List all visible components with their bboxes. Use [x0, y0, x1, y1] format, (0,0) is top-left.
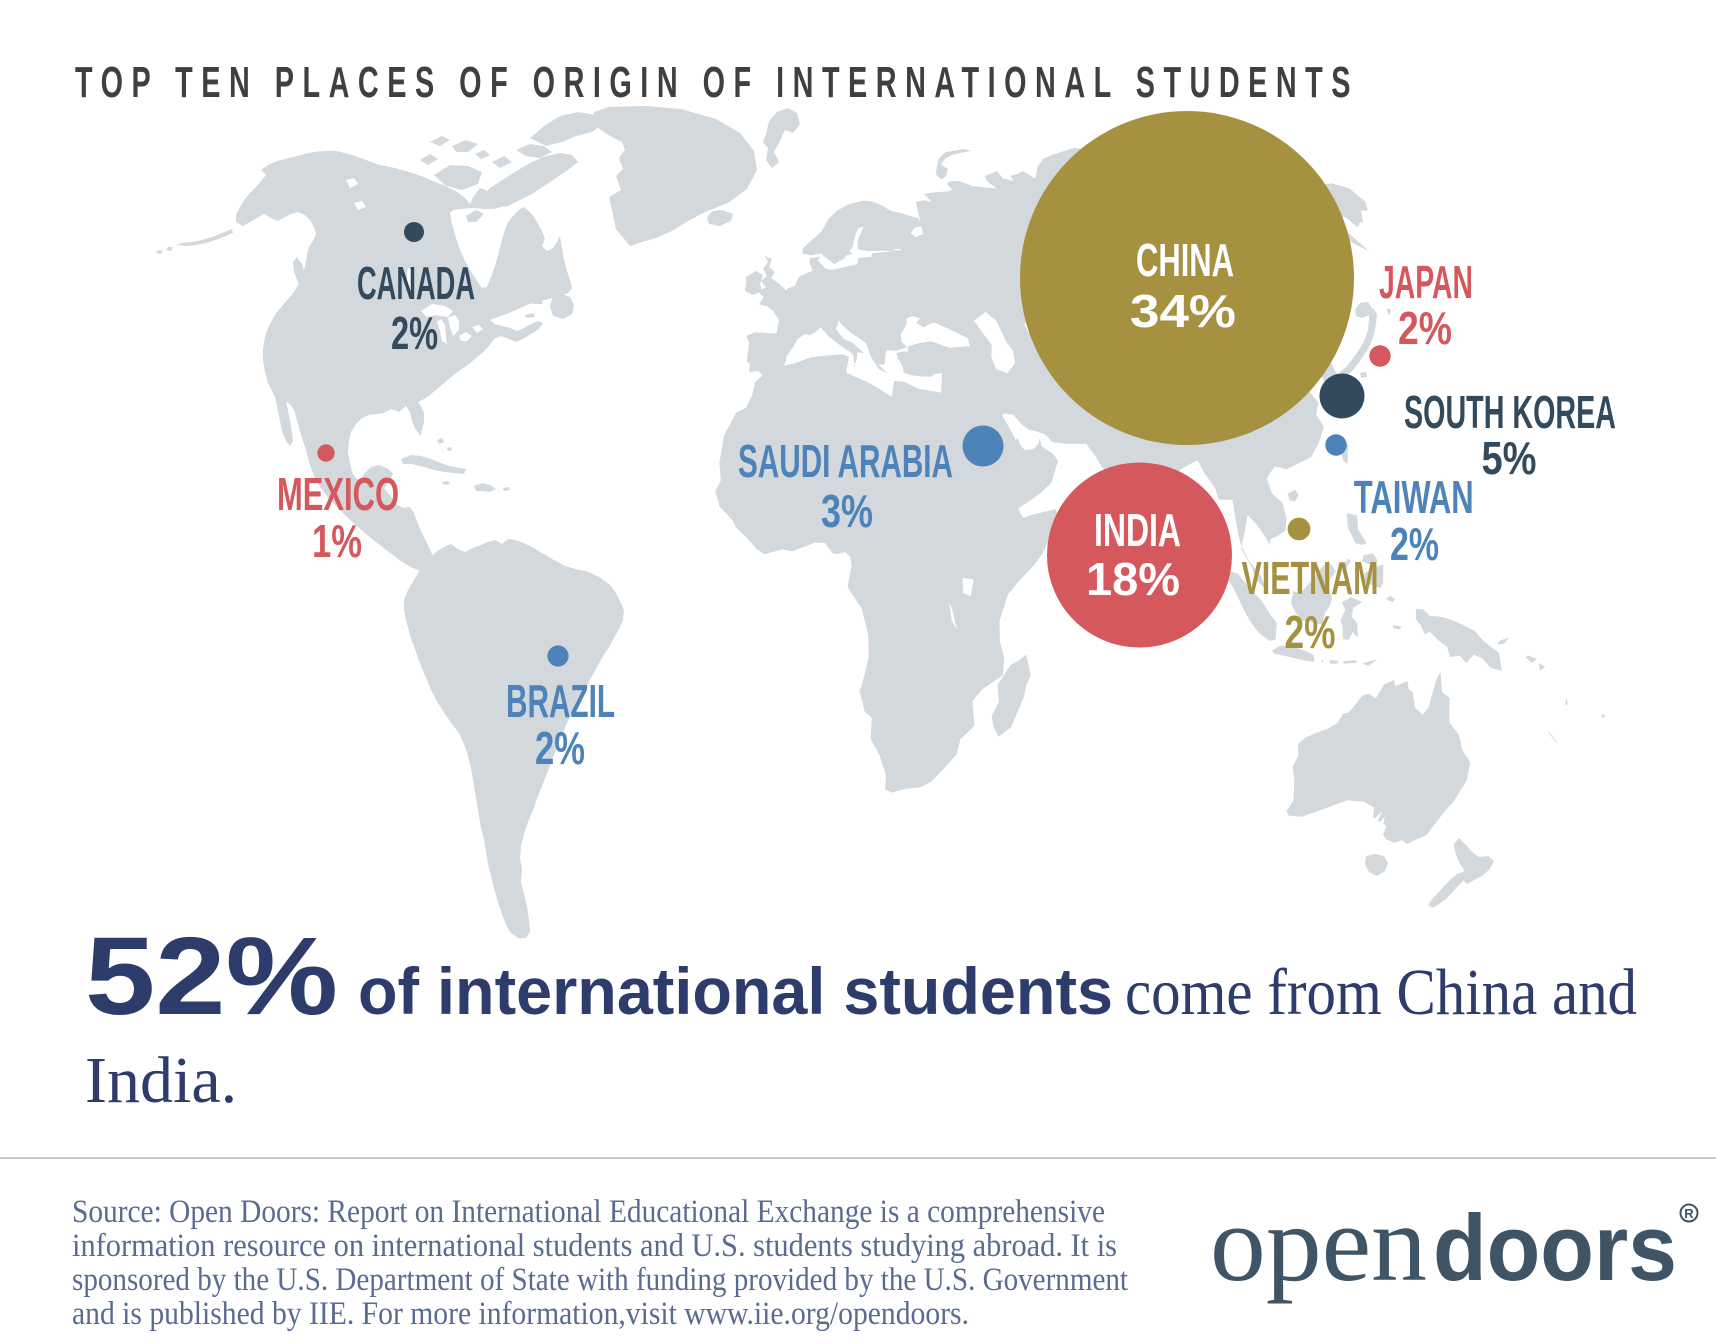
svg-text:MEXICO: MEXICO: [277, 468, 399, 520]
svg-text:TAIWAN: TAIWAN: [1354, 471, 1474, 523]
svg-text:2%: 2%: [1390, 518, 1439, 570]
svg-text:1%: 1%: [312, 515, 362, 567]
svg-text:Source: Open Doors: Report on: Source: Open Doors: Report on Internatio…: [72, 1194, 1105, 1230]
svg-text:2%: 2%: [1285, 606, 1336, 658]
svg-text:3%: 3%: [821, 485, 873, 537]
svg-text:2%: 2%: [1398, 302, 1452, 354]
svg-text:TOP TEN PLACES OF ORIGIN OF IN: TOP TEN PLACES OF ORIGIN OF INTERNATIONA…: [75, 58, 1359, 107]
svg-text:VIETNAM: VIETNAM: [1242, 552, 1379, 604]
svg-text:doors: doors: [1433, 1195, 1677, 1300]
svg-text:34%: 34%: [1130, 285, 1236, 337]
svg-text:CANADA: CANADA: [357, 257, 475, 309]
svg-text:2%: 2%: [535, 722, 585, 774]
svg-text:JAPAN: JAPAN: [1379, 256, 1473, 308]
svg-text:and is published by IIE. For m: and is published by IIE. For more inform…: [72, 1296, 969, 1332]
svg-text:open: open: [1210, 1183, 1427, 1304]
svg-text:BRAZIL: BRAZIL: [506, 675, 615, 727]
svg-text:CHINA: CHINA: [1136, 234, 1234, 286]
svg-text:sponsored by the U.S. Departme: sponsored by the U.S. Department of Stat…: [72, 1262, 1128, 1298]
svg-text:information resource on intern: information resource on international st…: [72, 1228, 1117, 1264]
svg-text:2%: 2%: [391, 307, 438, 359]
svg-text:INDIA: INDIA: [1094, 504, 1181, 556]
svg-text:18%: 18%: [1086, 553, 1180, 605]
svg-text:SAUDI ARABIA: SAUDI ARABIA: [738, 435, 953, 487]
svg-text:R: R: [1684, 1206, 1694, 1221]
svg-text:SOUTH KOREA: SOUTH KOREA: [1404, 386, 1616, 438]
svg-text:India.: India.: [85, 1044, 237, 1117]
svg-text:5%: 5%: [1482, 432, 1537, 484]
